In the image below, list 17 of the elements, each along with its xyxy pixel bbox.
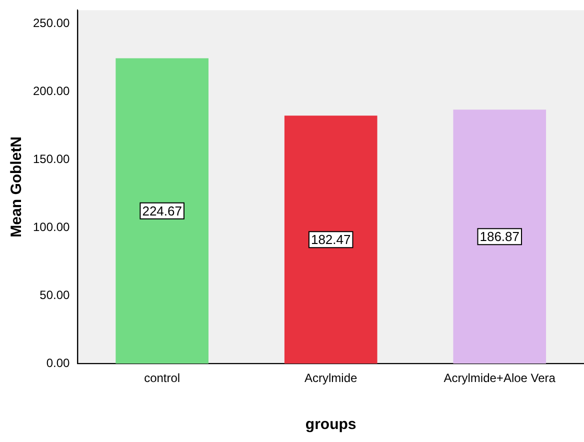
y-axis-title: Mean GobletN [8, 136, 26, 238]
bar [116, 58, 208, 364]
data-label: 186.87 [480, 229, 520, 244]
x-tick-label: Acrylmide [304, 371, 358, 386]
data-label: 224.67 [142, 203, 182, 218]
x-tick-label: Acrylmide+Aloe Vera [444, 371, 556, 386]
bar [284, 116, 378, 364]
y-tick-label: 100.00 [33, 220, 70, 234]
y-tick-label: 150.00 [33, 152, 70, 166]
y-tick-label: 250.00 [33, 16, 70, 30]
bar [453, 110, 546, 364]
x-axis-title: groups [305, 416, 356, 434]
y-tick-label: 0.00 [46, 356, 70, 370]
x-tick-label: control [144, 371, 180, 386]
y-tick-label: 50.00 [40, 288, 70, 302]
y-tick-label: 200.00 [33, 84, 70, 98]
data-label: 182.47 [310, 232, 351, 248]
